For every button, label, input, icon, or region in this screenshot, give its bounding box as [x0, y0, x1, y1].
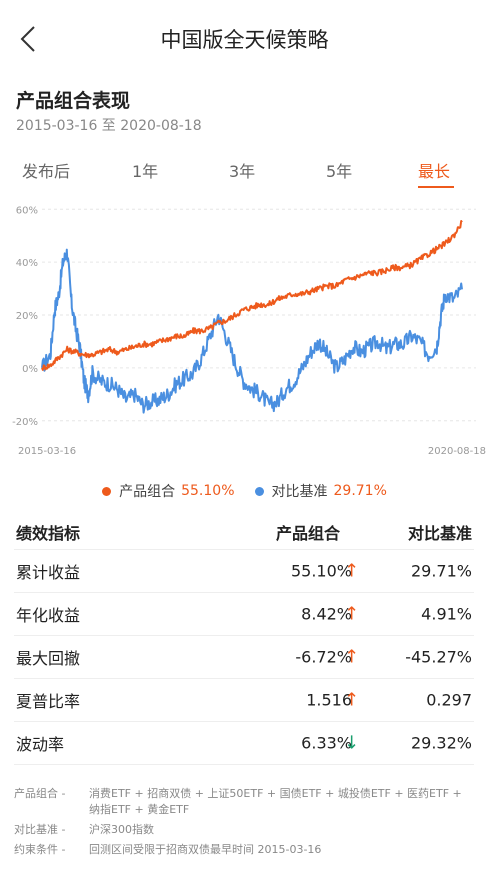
legend-benchmark: 对比基准 29.71%	[254, 481, 387, 501]
note-text: 回测区间受限于招商双债最早时间 2015-03-16	[89, 843, 322, 856]
header-benchmark: 对比基准	[407, 523, 472, 543]
y-tick-label: 0%	[22, 364, 38, 375]
note-benchmark: 对比基准 - 沪深300指数	[14, 822, 476, 838]
note-label: 约束条件 -	[14, 843, 66, 856]
table-row: 波动率 6.33% ↓ 29.32%	[14, 722, 474, 765]
portfolio-value: 6.33%	[301, 733, 352, 753]
y-tick-label: 40%	[16, 258, 38, 269]
legend-portfolio: 产品组合 55.10%	[102, 481, 235, 501]
benchmark-dot-icon	[254, 486, 264, 496]
section-title: 产品组合表现	[16, 90, 131, 112]
metric-name: 最大回撤	[16, 649, 81, 668]
tab-1y[interactable]: 1年	[132, 162, 159, 181]
table-row: 累计收益 55.10% ↑ 29.71%	[14, 550, 474, 593]
active-tab-indicator	[418, 186, 454, 188]
y-tick-label: 20%	[16, 311, 38, 322]
benchmark-value: 0.297	[426, 690, 472, 710]
chevron-left-icon	[20, 26, 35, 52]
period-tabs: 发布后 1年 3年 5年 最长	[0, 158, 489, 190]
footnotes: 产品组合 - 消费ETF + 招商双债 + 上证50ETF + 国债ETF + …	[14, 786, 476, 862]
date-range: 2015-03-16 至 2020-08-18	[16, 118, 202, 134]
arrow-up-icon: ↑	[344, 603, 360, 625]
legend-benchmark-label: 对比基准	[271, 484, 328, 500]
portfolio-series-line	[41, 220, 463, 371]
portfolio-value: 55.10%	[290, 561, 352, 581]
arrow-up-icon: ↑	[344, 646, 360, 668]
line-chart: 60% 40% 20% 0% -20% 2015-03-16 2020-08-18	[12, 205, 486, 457]
tab-max[interactable]: 最长	[418, 162, 451, 181]
metric-name: 累计收益	[16, 563, 81, 582]
benchmark-value: 4.91%	[421, 604, 472, 624]
y-tick-label: 60%	[16, 205, 38, 216]
metric-name: 年化收益	[16, 606, 81, 625]
legend-benchmark-value: 29.71%	[333, 483, 387, 499]
note-constraint: 约束条件 - 回测区间受限于招商双债最早时间 2015-03-16	[14, 842, 476, 858]
y-tick-label: -20%	[12, 417, 38, 428]
portfolio-value: 1.516	[306, 690, 352, 710]
nav-bar: 中国版全天候策略	[0, 0, 489, 78]
legend-portfolio-label: 产品组合	[119, 484, 176, 500]
portfolio-value: -6.72%	[295, 647, 352, 667]
x-tick-label-start: 2015-03-16	[18, 446, 76, 457]
metrics-table: 绩效指标 产品组合 对比基准 累计收益 55.10% ↑ 29.71% 年化收益 8.42…	[14, 514, 474, 765]
portfolio-value: 8.42%	[301, 604, 352, 624]
table-row: 年化收益 8.42% ↑ 4.91%	[14, 593, 474, 636]
tab-3y[interactable]: 3年	[229, 162, 256, 181]
benchmark-value: 29.32%	[410, 733, 472, 753]
table-row: 最大回撤 -6.72% ↑ -45.27%	[14, 636, 474, 679]
note-text: 消费ETF + 招商双债 + 上证50ETF + 国债ETF + 城投债ETF …	[89, 787, 462, 816]
legend-portfolio-value: 55.10%	[181, 483, 235, 499]
metric-name: 波动率	[16, 735, 65, 754]
tab-since-launch[interactable]: 发布后	[22, 162, 71, 181]
header-metric: 绩效指标	[16, 523, 81, 543]
metric-name: 夏普比率	[16, 692, 81, 711]
page-title: 中国版全天候策略	[160, 28, 329, 52]
benchmark-value: -45.27%	[405, 647, 472, 667]
arrow-down-icon: ↓	[344, 732, 360, 754]
chart-legend: 产品组合 55.10% 对比基准 29.71%	[0, 481, 489, 501]
note-label: 产品组合 -	[14, 787, 66, 800]
tab-5y[interactable]: 5年	[326, 162, 353, 181]
benchmark-value: 29.71%	[410, 561, 472, 581]
table-row: 夏普比率 1.516 ↑ 0.297	[14, 679, 474, 722]
performance-chart: 60% 40% 20% 0% -20% 2015-03-16 2020-08-18	[0, 196, 489, 464]
portfolio-dot-icon	[102, 486, 112, 496]
arrow-up-icon: ↑	[344, 560, 360, 582]
back-button[interactable]	[14, 22, 42, 56]
benchmark-series-line	[41, 248, 463, 414]
note-text: 沪深300指数	[89, 823, 154, 836]
note-label: 对比基准 -	[14, 823, 66, 836]
arrow-up-icon: ↑	[344, 689, 360, 711]
x-tick-label-end: 2020-08-18	[428, 446, 486, 457]
header-portfolio: 产品组合	[275, 523, 340, 543]
table-header: 绩效指标 产品组合 对比基准	[14, 514, 474, 550]
note-portfolio: 产品组合 - 消费ETF + 招商双债 + 上证50ETF + 国债ETF + …	[14, 786, 476, 818]
